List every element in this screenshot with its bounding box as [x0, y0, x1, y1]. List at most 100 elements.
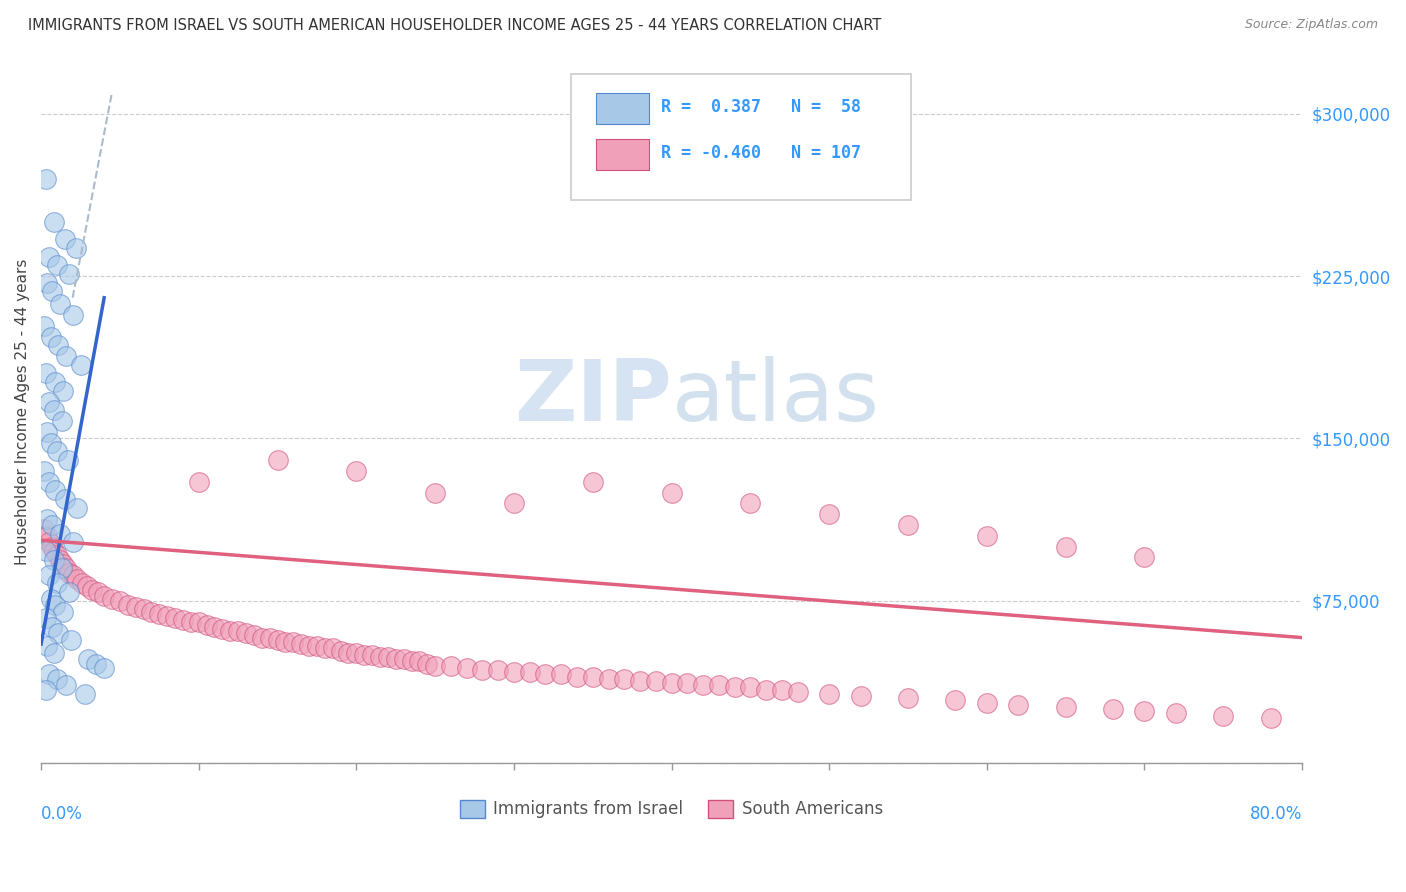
Point	[322, 641, 344, 656]
Point	[41, 540, 63, 554]
Point	[582, 669, 605, 683]
Point	[770, 682, 793, 697]
Point	[60, 632, 83, 647]
Point	[58, 267, 80, 281]
Point	[259, 631, 281, 645]
Point	[486, 663, 509, 677]
Point	[38, 250, 60, 264]
Point	[290, 637, 312, 651]
Point	[628, 673, 651, 688]
Point	[274, 635, 297, 649]
Point	[337, 646, 360, 660]
Point	[235, 626, 257, 640]
Point	[53, 232, 76, 246]
Point	[93, 661, 115, 675]
Text: IMMIGRANTS FROM ISRAEL VS SOUTH AMERICAN HOUSEHOLDER INCOME AGES 25 - 44 YEARS C: IMMIGRANTS FROM ISRAEL VS SOUTH AMERICAN…	[28, 18, 882, 33]
Point	[37, 276, 59, 290]
Point	[42, 646, 65, 660]
Point	[53, 491, 76, 506]
Point	[377, 650, 399, 665]
Point	[148, 607, 170, 621]
Point	[156, 609, 179, 624]
Point	[661, 676, 683, 690]
Point	[32, 464, 55, 478]
Point	[707, 678, 730, 692]
Point	[1054, 540, 1077, 554]
Text: R =  0.387   N =  58: R = 0.387 N = 58	[661, 98, 862, 117]
Point	[676, 676, 699, 690]
Point	[1260, 711, 1282, 725]
Point	[471, 663, 494, 677]
Point	[37, 529, 59, 543]
Point	[1164, 706, 1187, 721]
Point	[52, 605, 75, 619]
Point	[401, 654, 423, 668]
Point	[392, 652, 415, 666]
Point	[32, 522, 55, 536]
Point	[39, 591, 62, 606]
Point	[35, 544, 58, 558]
Point	[187, 615, 209, 630]
Text: 80.0%: 80.0%	[1250, 805, 1302, 823]
Text: ZIP: ZIP	[513, 356, 672, 439]
Point	[52, 384, 75, 398]
Point	[66, 572, 89, 586]
Point	[65, 241, 87, 255]
Point	[644, 673, 666, 688]
Point	[180, 615, 202, 630]
Point	[226, 624, 249, 638]
Point	[35, 611, 58, 625]
Point	[35, 682, 58, 697]
Point	[598, 672, 620, 686]
Point	[45, 672, 67, 686]
Point	[692, 678, 714, 692]
Point	[661, 485, 683, 500]
Point	[172, 613, 194, 627]
Point	[408, 654, 430, 668]
Point	[165, 611, 187, 625]
Point	[582, 475, 605, 489]
Point	[45, 258, 67, 272]
Point	[41, 620, 63, 634]
Point	[456, 661, 478, 675]
Point	[38, 667, 60, 681]
Point	[141, 605, 163, 619]
Point	[42, 552, 65, 566]
Point	[786, 684, 808, 698]
Point	[353, 648, 375, 662]
Point	[976, 529, 998, 543]
Point	[423, 658, 446, 673]
Point	[38, 394, 60, 409]
Point	[35, 367, 58, 381]
Point	[1133, 550, 1156, 565]
Point	[49, 552, 72, 566]
Point	[818, 507, 841, 521]
Point	[440, 658, 463, 673]
Point	[58, 566, 80, 580]
Point	[70, 576, 93, 591]
Point	[80, 582, 103, 597]
Point	[66, 500, 89, 515]
Point	[740, 681, 762, 695]
FancyBboxPatch shape	[596, 94, 650, 124]
Point	[818, 687, 841, 701]
Point	[37, 639, 59, 653]
Point	[62, 308, 84, 322]
Point	[84, 657, 107, 671]
Point	[42, 544, 65, 558]
Point	[101, 591, 124, 606]
Point	[45, 576, 67, 591]
Point	[755, 682, 778, 697]
Point	[519, 665, 541, 680]
Point	[55, 561, 77, 575]
Point	[250, 631, 273, 645]
Text: atlas: atlas	[672, 356, 880, 439]
Point	[565, 669, 588, 683]
FancyBboxPatch shape	[571, 74, 911, 201]
Y-axis label: Householder Income Ages 25 - 44 years: Householder Income Ages 25 - 44 years	[15, 258, 30, 565]
Point	[740, 496, 762, 510]
Point	[45, 549, 67, 563]
Point	[298, 639, 321, 653]
Legend: Immigrants from Israel, South Americans: Immigrants from Israel, South Americans	[454, 793, 890, 825]
Point	[39, 329, 62, 343]
